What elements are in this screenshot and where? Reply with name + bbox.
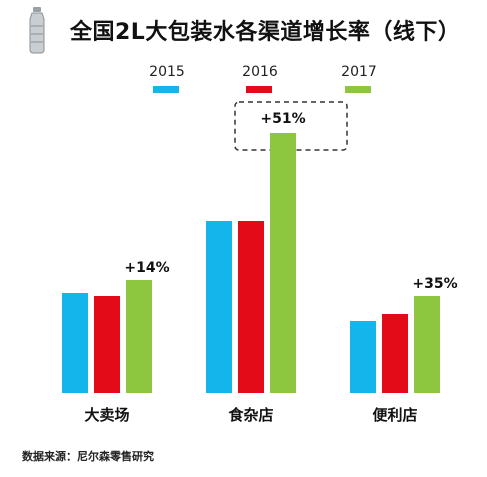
category-label-食杂店: 食杂店: [228, 406, 273, 424]
bar-大卖场-2016: [94, 296, 120, 393]
category-labels: 大卖场 食杂店 便利店: [84, 406, 417, 424]
legend: 2015 2016 2017: [149, 64, 377, 93]
bar-食杂店-2016: [238, 221, 264, 393]
water-bottle-icon: [29, 7, 45, 54]
bar-食杂店-2017: [270, 133, 296, 393]
source-note: 数据来源：尼尔森零售研究: [22, 450, 154, 463]
legend-swatch-2016: [246, 86, 272, 93]
bar-便利店-2016: [382, 314, 408, 393]
legend-swatch-2015: [153, 86, 179, 93]
bars: [62, 133, 440, 393]
category-label-大卖场: 大卖场: [84, 406, 129, 424]
category-label-便利店: 便利店: [372, 406, 417, 424]
annotation-大卖场: +14%: [124, 260, 169, 276]
bar-便利店-2017: [414, 296, 440, 393]
chart-title: 全国2L大包装水各渠道增长率（线下）: [70, 20, 461, 45]
bar-食杂店-2015: [206, 221, 232, 393]
annotation-食杂店: +51%: [260, 111, 305, 127]
bar-大卖场-2017: [126, 280, 152, 393]
legend-label-2015: 2015: [149, 64, 185, 80]
legend-swatch-2017: [345, 86, 371, 93]
bar-便利店-2015: [350, 321, 376, 393]
legend-label-2016: 2016: [242, 64, 278, 80]
legend-label-2017: 2017: [341, 64, 377, 80]
annotation-便利店: +35%: [412, 276, 457, 292]
growth-annotations: +14% +51% +35%: [124, 111, 457, 292]
bar-大卖场-2015: [62, 293, 88, 393]
